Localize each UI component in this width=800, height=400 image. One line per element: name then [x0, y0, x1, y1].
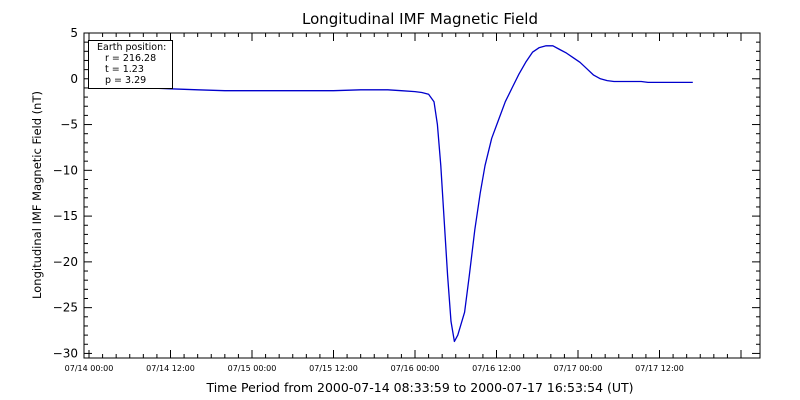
earth-position-box: Earth position: r = 216.28 t = 1.23 p = …	[88, 40, 174, 89]
earth-position-p: p = 3.29	[105, 75, 147, 86]
x-tick-label: 07/15 12:00	[309, 364, 358, 373]
x-tick-label: 07/17 12:00	[635, 364, 684, 373]
earth-position-heading: Earth position:	[97, 42, 167, 53]
x-tick-label: 07/14 12:00	[146, 364, 195, 373]
y-axis-label: Longitudinal IMF Magnetic Field (nT)	[30, 91, 44, 299]
y-tick-label: −25	[53, 301, 78, 315]
plot-frame	[83, 32, 761, 359]
y-tick-label: −20	[53, 255, 78, 269]
y-tick-label: 5	[70, 26, 78, 40]
earth-position-r: r = 216.28	[105, 53, 157, 64]
y-tick-label: −10	[53, 163, 78, 177]
x-ticks: 07/14 00:00 07/14 12:00 07/15 00:00 07/15 1…	[65, 33, 742, 373]
y-ticks: 5 0 −5 −10 −15 −20 −25 −30	[53, 26, 760, 360]
y-tick-label: 0	[70, 72, 78, 86]
x-tick-label: 07/16 00:00	[391, 364, 440, 373]
x-axis-label: Time Period from 2000-07-14 08:33:59 to …	[205, 380, 633, 395]
y-tick-label: −5	[60, 118, 78, 132]
x-tick-label: 07/16 12:00	[472, 364, 521, 373]
chart-title: Longitudinal IMF Magnetic Field	[302, 10, 538, 28]
x-tick-label: 07/15 00:00	[228, 364, 277, 373]
earth-position-t: t = 1.23	[105, 64, 144, 75]
x-tick-label: 07/17 00:00	[554, 364, 603, 373]
y-tick-label: −15	[53, 209, 78, 223]
series-line	[147, 45, 693, 343]
y-tick-label: −30	[53, 346, 78, 360]
x-tick-label: 07/14 00:00	[65, 364, 114, 373]
